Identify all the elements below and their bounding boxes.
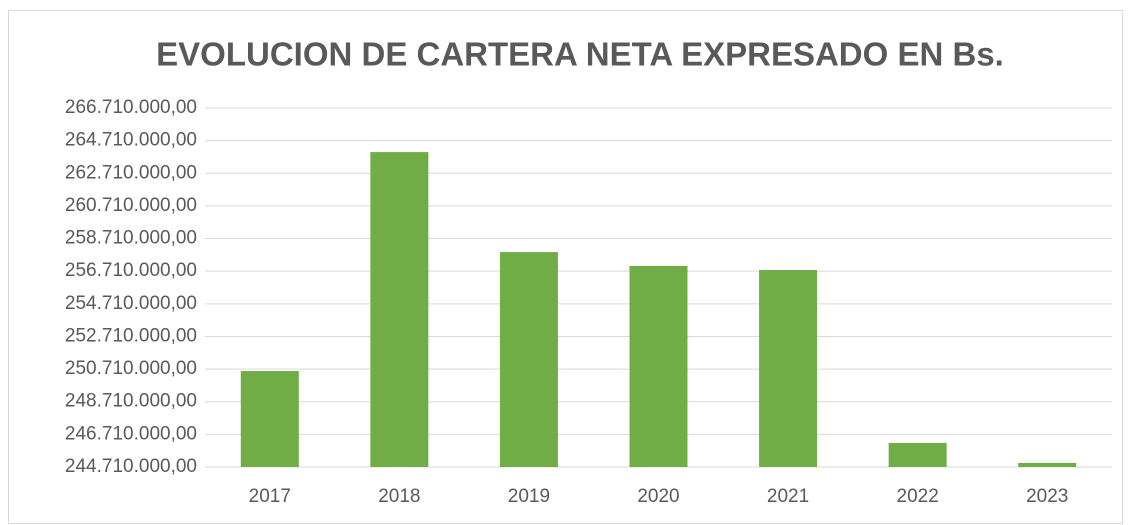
y-tick-label: 262.710.000,00 [65,162,197,183]
y-tick-label: 250.710.000,00 [65,358,197,379]
bar [240,371,299,467]
x-tick-label: 2020 [637,486,679,507]
x-tick-label: 2023 [1026,486,1068,507]
y-tick-label: 246.710.000,00 [65,423,197,444]
bar [370,152,429,468]
bar [499,252,558,467]
chart-title: EVOLUCION DE CARTERA NETA EXPRESADO EN B… [156,36,1004,73]
x-tick-label: 2021 [767,486,809,507]
y-tick-label: 258.710.000,00 [65,228,197,249]
y-tick-label: 266.710.000,00 [65,97,197,118]
y-tick-label: 256.710.000,00 [65,260,197,281]
y-tick-label: 252.710.000,00 [65,325,197,346]
x-tick-label: 2018 [378,486,420,507]
chart-frame [8,10,1123,524]
x-tick-label: 2019 [508,486,550,507]
x-tick-label: 2022 [897,486,939,507]
y-tick-label: 260.710.000,00 [65,195,197,216]
y-tick-label: 244.710.000,00 [65,456,197,477]
y-tick-label: 248.710.000,00 [65,391,197,412]
y-tick-label: 254.710.000,00 [65,293,197,314]
bar [888,443,947,467]
bar [759,270,818,467]
y-tick-label: 264.710.000,00 [65,130,197,151]
bar [1018,462,1077,467]
x-tick-label: 2017 [249,486,291,507]
bar [629,265,688,467]
